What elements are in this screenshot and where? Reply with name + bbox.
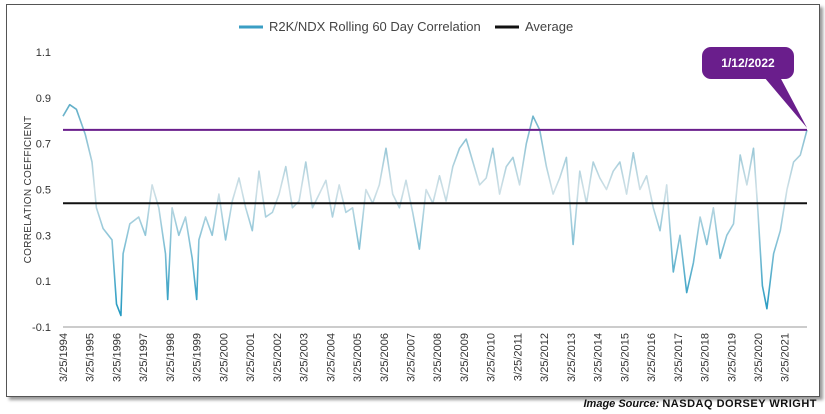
x-tick-label: 3/25/2012: [539, 333, 551, 382]
correlation-chart: R2K/NDX Rolling 60 Day Correlation Averag…: [23, 19, 808, 382]
source-prefix: Image Source:: [583, 398, 660, 410]
x-tick-label: 3/25/2013: [566, 333, 578, 382]
y-axis: 1.1 0.9 0.7 0.5 0.3 0.1 -0.1 CORRELATION COEFFI…: [23, 47, 51, 334]
x-tick-label: 3/25/2020: [753, 333, 765, 382]
x-tick-label: 3/25/2011: [512, 333, 524, 381]
legend: R2K/NDX Rolling 60 Day Correlation Averag…: [239, 19, 573, 34]
y-axis-label: CORRELATION COEFFICIENT: [23, 116, 34, 264]
x-tick-label: 3/25/2007: [405, 333, 417, 382]
x-tick-label: 3/25/2000: [218, 333, 230, 382]
x-tick-label: 3/25/1997: [138, 333, 150, 382]
x-tick-label: 3/25/2004: [325, 333, 337, 382]
x-tick-label: 3/25/2019: [726, 333, 738, 382]
callout-box: [702, 47, 794, 79]
legend-entry: Average: [525, 19, 573, 34]
source-brand: NASDAQ DORSEY WRIGHT: [662, 398, 817, 410]
x-tick-label: 3/25/2017: [673, 333, 685, 382]
x-tick-label: 3/25/2002: [272, 333, 284, 382]
x-tick-label: 3/25/2018: [700, 333, 712, 382]
chart-frame: R2K/NDX Rolling 60 Day Correlation Averag…: [6, 4, 820, 397]
x-tick-label: 3/25/2021: [780, 333, 792, 382]
x-tick-label: 3/25/2005: [352, 333, 364, 382]
x-tick-label: 3/25/1998: [165, 333, 177, 382]
callout-pointer: [764, 77, 807, 128]
x-tick-label: 3/25/2010: [486, 333, 498, 382]
plot-area: [62, 103, 808, 317]
legend-entry: R2K/NDX Rolling 60 Day Correlation: [269, 19, 481, 34]
x-tick-label: 3/25/1999: [192, 333, 204, 382]
x-tick-label: 3/25/2009: [459, 333, 471, 382]
y-tick-label: 0.7: [36, 139, 51, 151]
y-tick-label: -0.1: [32, 322, 51, 334]
callout-label: 1/12/2022: [721, 56, 775, 70]
y-tick-label: 1.1: [36, 47, 51, 59]
x-tick-label: 3/25/2001: [245, 333, 257, 382]
x-tick-label: 3/25/2015: [619, 333, 631, 382]
image-source-credit: Image Source: NASDAQ DORSEY WRIGHT: [583, 398, 817, 410]
x-tick-label: 3/25/1994: [58, 333, 70, 382]
annotation-layer: 1/12/2022: [702, 47, 807, 128]
x-tick-label: 3/25/2008: [432, 333, 444, 382]
x-tick-label: 3/25/2014: [593, 333, 605, 382]
series-correlation-line: [62, 103, 808, 317]
y-tick-label: 0.3: [36, 230, 51, 242]
x-tick-label: 3/25/2016: [646, 333, 658, 382]
x-tick-label: 3/25/1996: [111, 333, 123, 382]
y-tick-label: 0.5: [36, 185, 51, 197]
x-tick-label: 3/25/2006: [379, 333, 391, 382]
x-tick-label: 3/25/2003: [299, 333, 311, 382]
x-tick-label: 3/25/1995: [85, 333, 97, 382]
x-axis: 3/25/1994 3/25/1995 3/25/1996 3/25/1997 3/25…: [58, 326, 807, 382]
y-tick-label: 0.1: [36, 276, 51, 288]
y-tick-label: 0.9: [36, 93, 51, 105]
